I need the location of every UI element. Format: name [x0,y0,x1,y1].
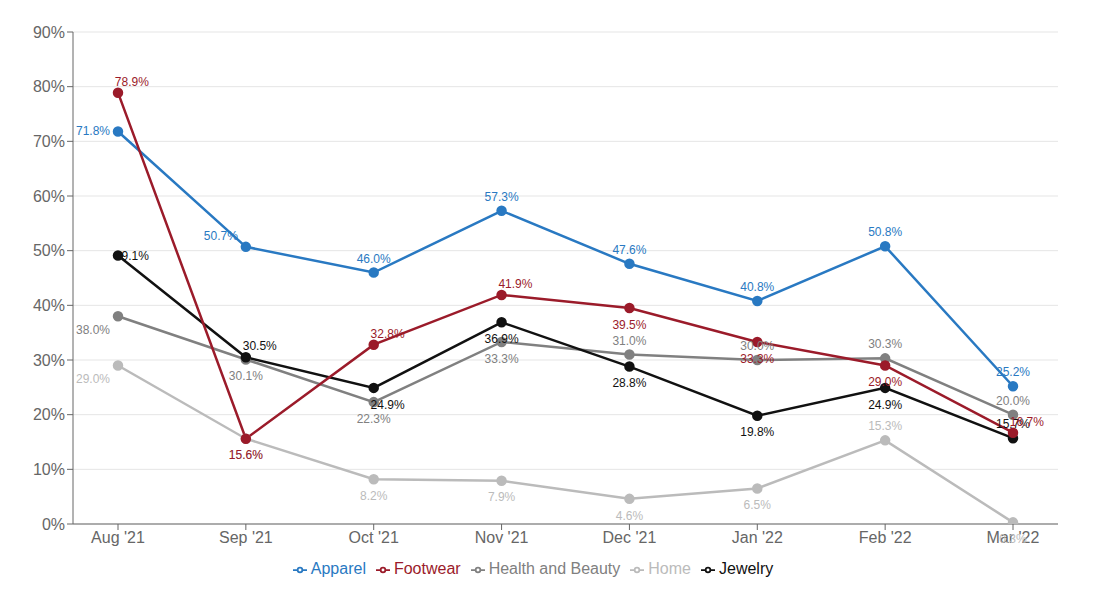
svg-text:6.5%: 6.5% [744,498,772,512]
svg-text:31.0%: 31.0% [612,334,646,348]
svg-text:25.2%: 25.2% [996,365,1030,379]
svg-text:40.8%: 40.8% [740,280,774,294]
svg-text:30.5%: 30.5% [243,339,277,353]
svg-text:47.6%: 47.6% [612,243,646,257]
svg-text:50.7%: 50.7% [204,229,238,243]
svg-text:Sep '21: Sep '21 [219,529,273,546]
svg-text:Mar '22: Mar '22 [987,529,1040,546]
svg-text:0%: 0% [42,516,65,533]
svg-text:40%: 40% [33,297,65,314]
svg-text:46.0%: 46.0% [357,252,391,266]
svg-text:Aug '21: Aug '21 [91,529,145,546]
svg-text:16.7%: 16.7% [1010,415,1044,429]
svg-text:33.3%: 33.3% [740,352,774,366]
svg-text:60%: 60% [33,188,65,205]
html-text:Apparel: Apparel [310,560,366,577]
svg-text:50%: 50% [33,242,65,259]
svg-text:24.9%: 24.9% [868,398,902,412]
svg-text:57.3%: 57.3% [485,190,519,204]
svg-text:Nov '21: Nov '21 [475,529,529,546]
svg-text:36.9%: 36.9% [485,332,519,346]
svg-text:20%: 20% [33,406,65,423]
svg-text:80%: 80% [33,78,65,95]
svg-text:90%: 90% [33,24,65,41]
html-text:Home: Home [648,560,691,577]
html-text:Health and Beauty: Health and Beauty [488,560,621,577]
svg-text:39.5%: 39.5% [612,318,646,332]
svg-text:24.9%: 24.9% [371,398,405,412]
svg-text:Feb '22: Feb '22 [859,529,912,546]
svg-text:22.3%: 22.3% [357,412,391,426]
svg-text:4.6%: 4.6% [616,509,644,523]
svg-text:28.8%: 28.8% [612,376,646,390]
html-text:Footwear: Footwear [393,560,461,577]
svg-text:29.0%: 29.0% [76,372,110,386]
svg-text:71.8%: 71.8% [76,124,110,138]
svg-text:15.3%: 15.3% [868,419,902,433]
svg-text:50.8%: 50.8% [868,225,902,239]
svg-text:70%: 70% [33,133,65,150]
svg-text:41.9%: 41.9% [498,277,532,291]
svg-text:30.3%: 30.3% [868,337,902,351]
svg-text:20.0%: 20.0% [996,394,1030,408]
svg-text:10%: 10% [33,461,65,478]
svg-text:33.3%: 33.3% [485,352,519,366]
html-text:Jewelry: Jewelry [719,560,774,577]
svg-text:0.3%: 0.3% [999,532,1027,546]
svg-text:8.2%: 8.2% [360,489,388,503]
svg-text:30.0%: 30.0% [740,339,775,354]
svg-text:7.9%: 7.9% [488,490,516,504]
svg-text:29.0%: 29.0% [868,375,902,389]
svg-text:30.1%: 30.1% [229,369,263,383]
svg-text:15.6%: 15.6% [229,448,263,462]
svg-text:78.9%: 78.9% [115,75,149,89]
svg-text:Jan '22: Jan '22 [732,529,783,546]
svg-text:19.8%: 19.8% [740,425,774,439]
svg-text:32.8%: 32.8% [371,327,405,341]
svg-text:15.6%: 15.6% [229,448,263,462]
svg-text:Oct '21: Oct '21 [349,529,399,546]
svg-text:38.0%: 38.0% [76,323,110,337]
svg-text:30%: 30% [33,352,65,369]
svg-text:Dec '21: Dec '21 [603,529,657,546]
svg-text:49.1%: 49.1% [115,249,149,263]
